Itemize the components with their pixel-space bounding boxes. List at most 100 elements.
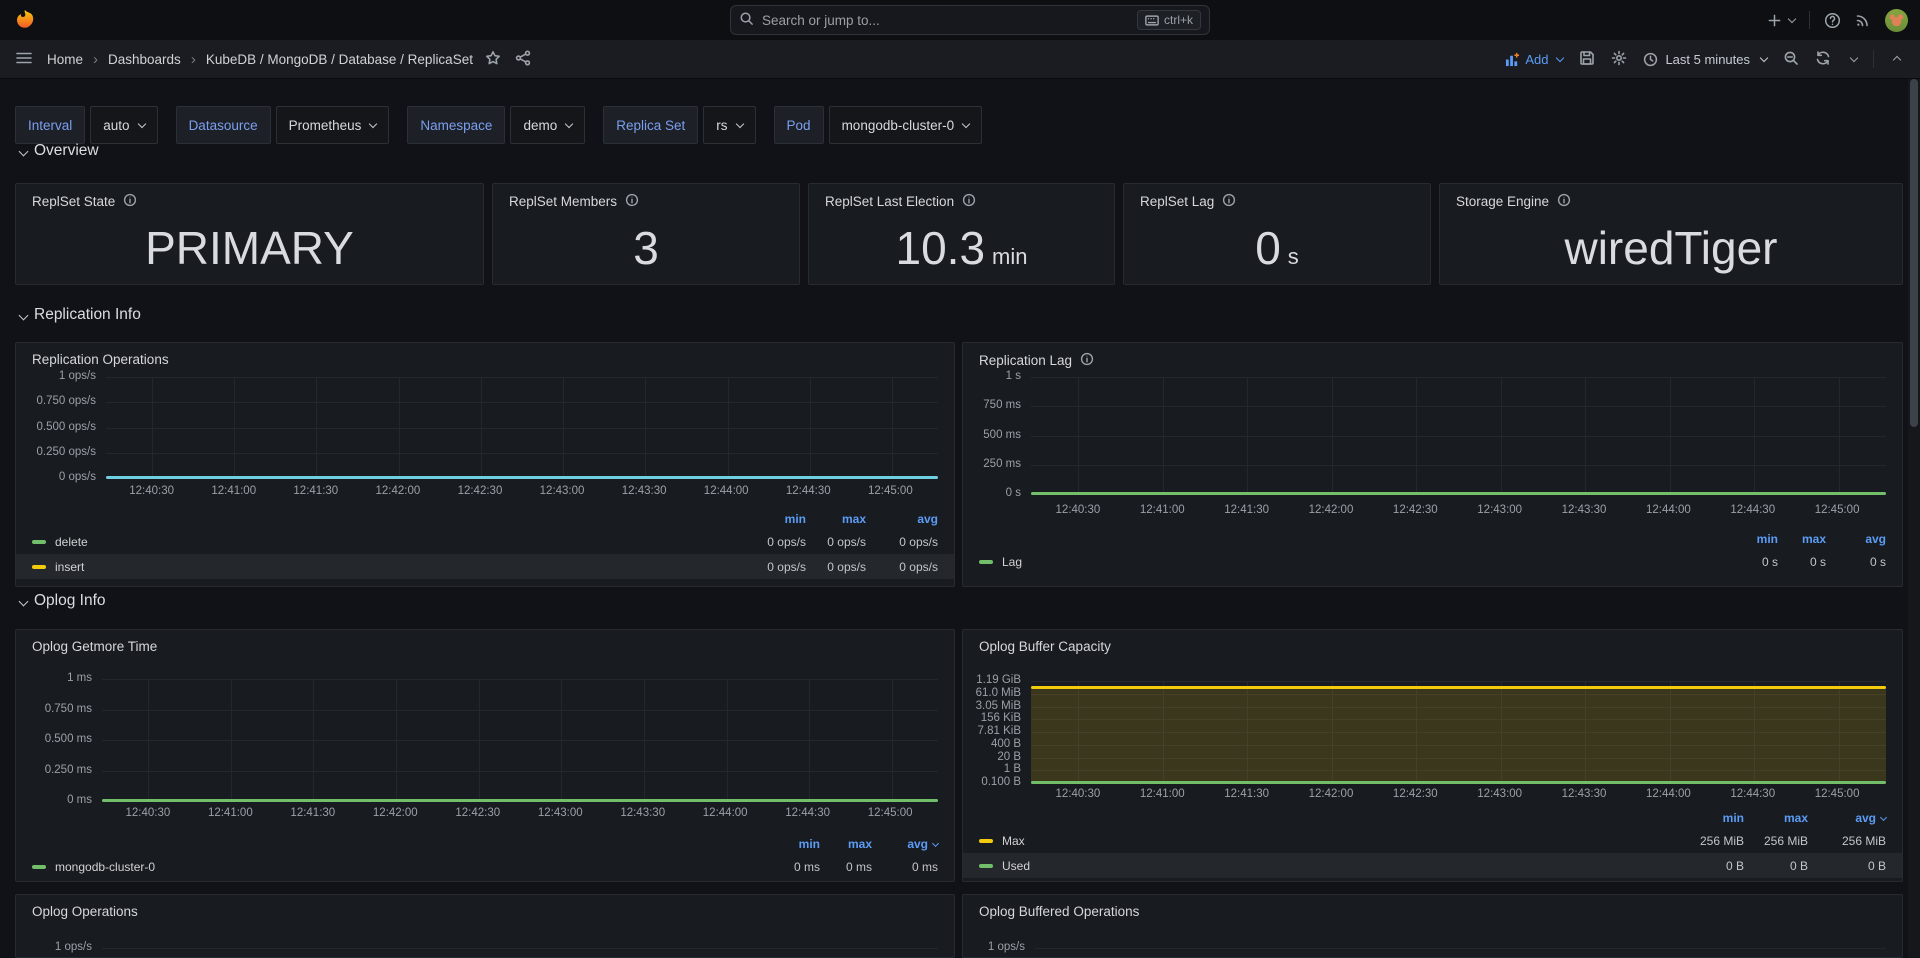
- x-axis-tick-label: 12:43:00: [1477, 788, 1523, 800]
- section-replication-info[interactable]: Replication Info: [16, 306, 141, 324]
- legend-sort-min[interactable]: min: [784, 512, 806, 526]
- x-axis-tick-label: 12:44:00: [702, 807, 748, 819]
- y-axis-label: 1 s: [1005, 370, 1021, 382]
- legend-header-row: min max avg: [16, 834, 954, 854]
- grafana-logo[interactable]: [13, 8, 37, 32]
- breadcrumb: Home › Dashboards › KubeDB / MongoDB / D…: [47, 52, 473, 67]
- legend-sort-avg[interactable]: avg: [917, 512, 938, 526]
- hamburger-menu-icon[interactable]: [15, 49, 33, 70]
- info-icon[interactable]: [1557, 193, 1571, 210]
- section-oplog-info[interactable]: Oplog Info: [16, 592, 106, 610]
- x-axis-tick-label: 12:44:30: [785, 807, 831, 819]
- gridline: [1031, 732, 1886, 733]
- panel-title-text: Oplog Buffer Capacity: [979, 639, 1111, 654]
- panel-title[interactable]: Oplog Operations: [32, 904, 138, 919]
- panel-title[interactable]: Replication Lag: [979, 352, 1094, 369]
- panel-title[interactable]: Oplog Buffer Capacity: [979, 639, 1111, 654]
- section-overview[interactable]: Overview: [16, 142, 99, 160]
- x-axis-tick-label: 12:43:00: [1477, 504, 1523, 516]
- legend-row: mongodb-cluster-0 0 ms 0 ms 0 ms: [16, 854, 954, 879]
- user-avatar[interactable]: [1885, 8, 1908, 32]
- legend-sort-max[interactable]: max: [1783, 811, 1808, 825]
- share-icon[interactable]: [515, 50, 531, 69]
- series-line: [106, 476, 938, 479]
- time-range-picker[interactable]: Last 5 minutes: [1643, 52, 1769, 67]
- panel-replication-lag: Replication Lag 1 s 750 ms 500 ms 250 ms 0 s 1…: [962, 342, 1903, 587]
- panel-title-text: Oplog Buffered Operations: [979, 904, 1140, 919]
- info-icon[interactable]: [1222, 193, 1236, 210]
- legend-series-toggle[interactable]: delete: [32, 535, 88, 549]
- legend-sort-max[interactable]: max: [841, 512, 866, 526]
- panel-oplog-getmore-time: Oplog Getmore Time 1 ms 0.750 ms 0.500 ms 0.…: [15, 629, 955, 882]
- panel-title[interactable]: ReplSet State: [32, 193, 137, 210]
- gridline: [727, 377, 729, 478]
- chevron-down-icon: [735, 119, 744, 129]
- legend-sort-avg[interactable]: avg: [872, 837, 940, 851]
- info-icon[interactable]: [962, 193, 976, 210]
- y-axis-label: 1 ops/s: [987, 941, 1025, 953]
- variable-value-datasource[interactable]: Prometheus: [275, 106, 390, 144]
- add-panel-button[interactable]: Add: [1505, 52, 1565, 67]
- panel-title[interactable]: Replication Operations: [32, 352, 169, 367]
- legend: min max avg Max 256 MiB 256 MiB 256 MiB Used 0 B…: [963, 808, 1902, 878]
- legend-series-toggle[interactable]: mongodb-cluster-0: [32, 860, 155, 874]
- legend-sort-avg[interactable]: avg: [1808, 811, 1888, 825]
- legend-series-toggle[interactable]: Lag: [979, 555, 1022, 569]
- panel-replset-state: ReplSet State PRIMARY: [15, 183, 484, 285]
- legend-value: 0 ms: [845, 859, 872, 874]
- legend-sort-min[interactable]: min: [1722, 811, 1744, 825]
- gridline: [892, 377, 894, 478]
- new-menu-button[interactable]: [1767, 13, 1797, 28]
- legend-series-toggle[interactable]: insert: [32, 560, 84, 574]
- x-axis-tick-label: 12:41:00: [1139, 504, 1185, 516]
- gridline: [1416, 377, 1418, 494]
- refresh-interval-chevron[interactable]: [1849, 53, 1859, 63]
- collapse-toolbar-chevron-up[interactable]: [1892, 55, 1902, 65]
- help-icon[interactable]: [1824, 12, 1841, 29]
- breadcrumb-dashboards[interactable]: Dashboards: [108, 51, 181, 67]
- legend-value: 0 B: [1725, 858, 1744, 873]
- gridline: [1247, 681, 1249, 783]
- panel-title[interactable]: ReplSet Last Election: [825, 193, 976, 210]
- breadcrumb-home[interactable]: Home: [47, 51, 84, 67]
- panel-title-text: Replication Lag: [979, 353, 1073, 368]
- info-icon[interactable]: [625, 193, 639, 210]
- zoom-out-time-icon[interactable]: [1783, 50, 1799, 69]
- legend-row: Used 0 B 0 B 0 B: [963, 853, 1902, 878]
- panel-title[interactable]: Oplog Buffered Operations: [979, 904, 1139, 919]
- chevron-down-icon: [18, 596, 29, 606]
- panel-title[interactable]: ReplSet Lag: [1140, 193, 1236, 210]
- variable-value-replica-set[interactable]: rs: [703, 106, 756, 144]
- save-dashboard-icon[interactable]: [1579, 50, 1595, 69]
- x-axis-tick-label: 12:40:30: [129, 485, 175, 497]
- variable-label-datasource: Datasource: [175, 106, 271, 144]
- gridline: [809, 377, 811, 478]
- legend-sort-avg[interactable]: avg: [1865, 532, 1886, 546]
- gridline: [1162, 681, 1164, 783]
- series-line: [1031, 686, 1886, 690]
- panel-title[interactable]: ReplSet Members: [509, 193, 639, 210]
- variable-value-namespace[interactable]: demo: [510, 106, 586, 144]
- panel-title[interactable]: Oplog Getmore Time: [32, 639, 157, 654]
- news-rss-icon[interactable]: [1855, 12, 1871, 28]
- variable-value-interval[interactable]: auto: [90, 106, 158, 144]
- legend-sort-max[interactable]: max: [847, 837, 872, 851]
- search-input[interactable]: Search or jump to... ctrl+k: [730, 5, 1210, 35]
- x-axis-tick-label: 12:42:30: [455, 807, 501, 819]
- legend-sort-max[interactable]: max: [1801, 532, 1826, 546]
- panel-oplog-buffered-operations: Oplog Buffered Operations 1 ops/s: [962, 894, 1903, 958]
- variable-value-pod[interactable]: mongodb-cluster-0: [828, 106, 983, 144]
- favorite-star-icon[interactable]: [485, 50, 501, 69]
- refresh-icon[interactable]: [1815, 50, 1831, 69]
- legend-series-toggle[interactable]: Used: [979, 859, 1030, 873]
- scrollbar-thumb[interactable]: [1910, 79, 1918, 427]
- info-icon[interactable]: [1080, 352, 1094, 369]
- legend-sort-min[interactable]: min: [798, 837, 820, 851]
- legend-series-toggle[interactable]: Max: [979, 834, 1025, 848]
- gridline: [1247, 377, 1249, 494]
- legend-value: 0 ops/s: [899, 559, 938, 574]
- dashboard-settings-gear-icon[interactable]: [1611, 50, 1627, 69]
- legend-sort-min[interactable]: min: [1756, 532, 1778, 546]
- info-icon[interactable]: [123, 193, 137, 210]
- panel-title[interactable]: Storage Engine: [1456, 193, 1571, 210]
